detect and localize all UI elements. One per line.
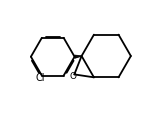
Text: Cl: Cl	[36, 72, 45, 82]
Text: O: O	[69, 71, 76, 80]
